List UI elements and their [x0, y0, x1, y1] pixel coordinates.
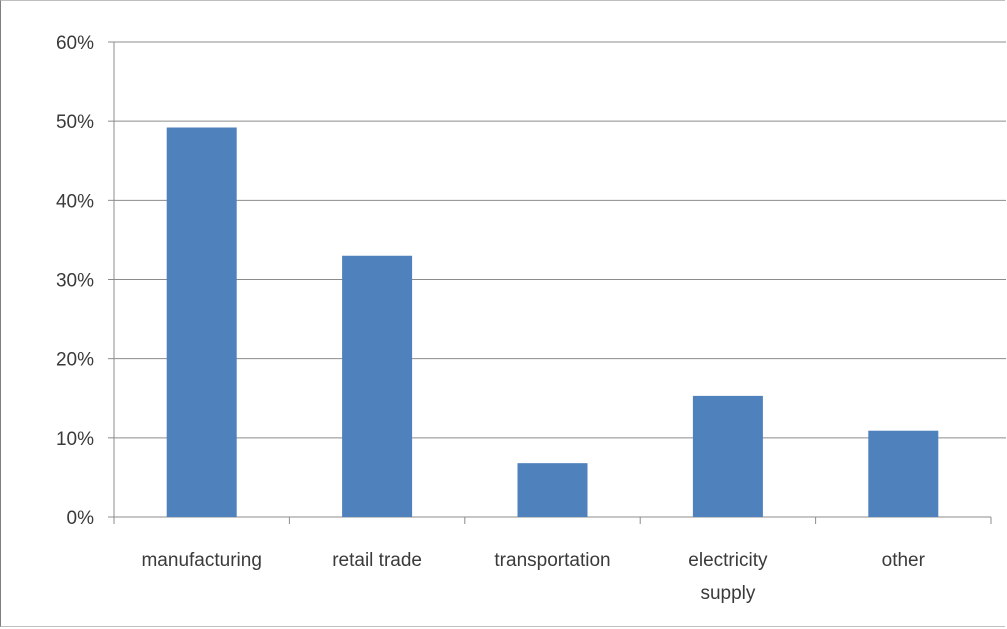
- x-category-label: transportation: [494, 550, 610, 571]
- x-category-label: other: [882, 550, 926, 571]
- x-category-label: manufacturing: [141, 550, 261, 571]
- y-tick-label: 10%: [56, 429, 94, 450]
- y-tick-label: 60%: [56, 33, 94, 54]
- x-category-label: electricity: [688, 550, 768, 571]
- y-tick-label: 20%: [56, 350, 94, 371]
- y-tick-label: 0%: [67, 508, 95, 529]
- bar: [868, 430, 939, 517]
- bar: [342, 255, 413, 517]
- y-tick-label: 40%: [56, 191, 94, 212]
- x-category-label: retail trade: [332, 550, 422, 571]
- y-tick-label: 30%: [56, 271, 94, 292]
- y-tick-label: 50%: [56, 112, 94, 133]
- bar: [692, 395, 763, 517]
- bar: [166, 127, 237, 517]
- bar: [517, 463, 588, 517]
- x-category-label: supply: [700, 583, 755, 604]
